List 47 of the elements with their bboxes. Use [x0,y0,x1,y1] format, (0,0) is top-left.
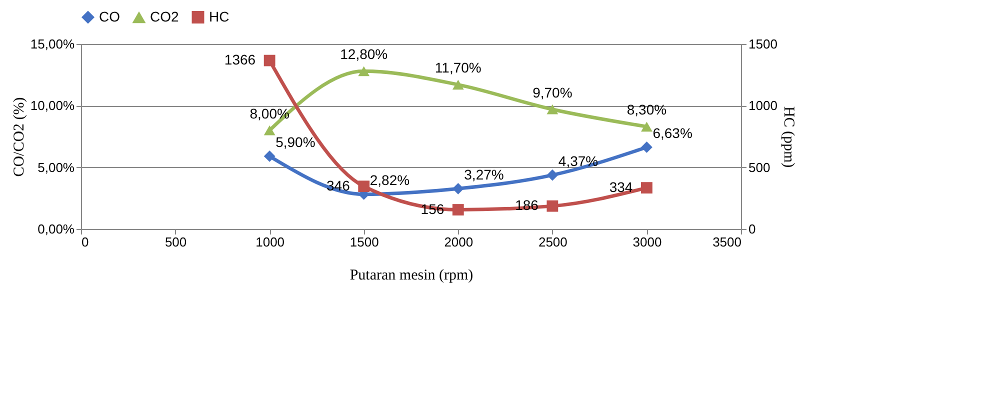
point [546,169,558,181]
point [264,54,276,66]
y-tick-label: 15,00% [30,36,75,52]
x-tick-label: 2000 [444,234,474,250]
x-tick-label: 1000 [256,234,285,250]
y-tick-label: 5,00% [38,160,75,175]
point [641,182,652,194]
point [358,66,370,76]
point [546,104,558,114]
data-label: 9,70% [532,84,572,100]
legend-label: CO2 [150,8,179,25]
data-label: 1366 [224,52,256,68]
point [358,180,370,192]
x-tick-label: 3500 [712,234,742,250]
x-tick-label: 1500 [350,234,379,250]
data-label: 11,70% [434,60,482,76]
point [641,122,652,132]
y2-axis-title: HC (ppm) [780,106,796,168]
y2-tick-label: 1000 [748,98,778,114]
y2-tick-label: 1500 [748,36,778,52]
point [641,142,652,153]
x-tick-label: 0 [82,234,89,250]
data-label: 2,82% [370,172,410,188]
legend-label: HC [209,8,230,24]
point [264,125,276,136]
x-axis-title: Putaran mesin (rpm) [350,268,474,284]
y2-tick-label: 0 [748,222,756,236]
data-label: 5,90% [276,134,316,150]
data-label: 6,63% [652,125,692,142]
x-tick-label: 3000 [632,234,662,250]
data-label: 334 [609,178,633,195]
point [452,204,464,216]
y2-tick-label: 500 [748,160,770,175]
data-label: 8,30% [626,102,667,118]
point [546,200,558,212]
point [264,150,276,162]
y-tick-label: 10,00% [30,98,75,114]
y-axis-title: CO/CO2 (%) [11,97,28,177]
x-tick-label: 500 [164,234,187,250]
legend-label: CO [99,8,120,24]
point [452,80,464,90]
y-tick-label: 0,00% [38,222,75,236]
data-label: 4,37% [558,153,598,170]
data-label: 3,27% [464,166,504,183]
point [452,182,464,194]
data-label: 12,80% [340,46,388,62]
x-tick-label: 2500 [538,234,568,250]
